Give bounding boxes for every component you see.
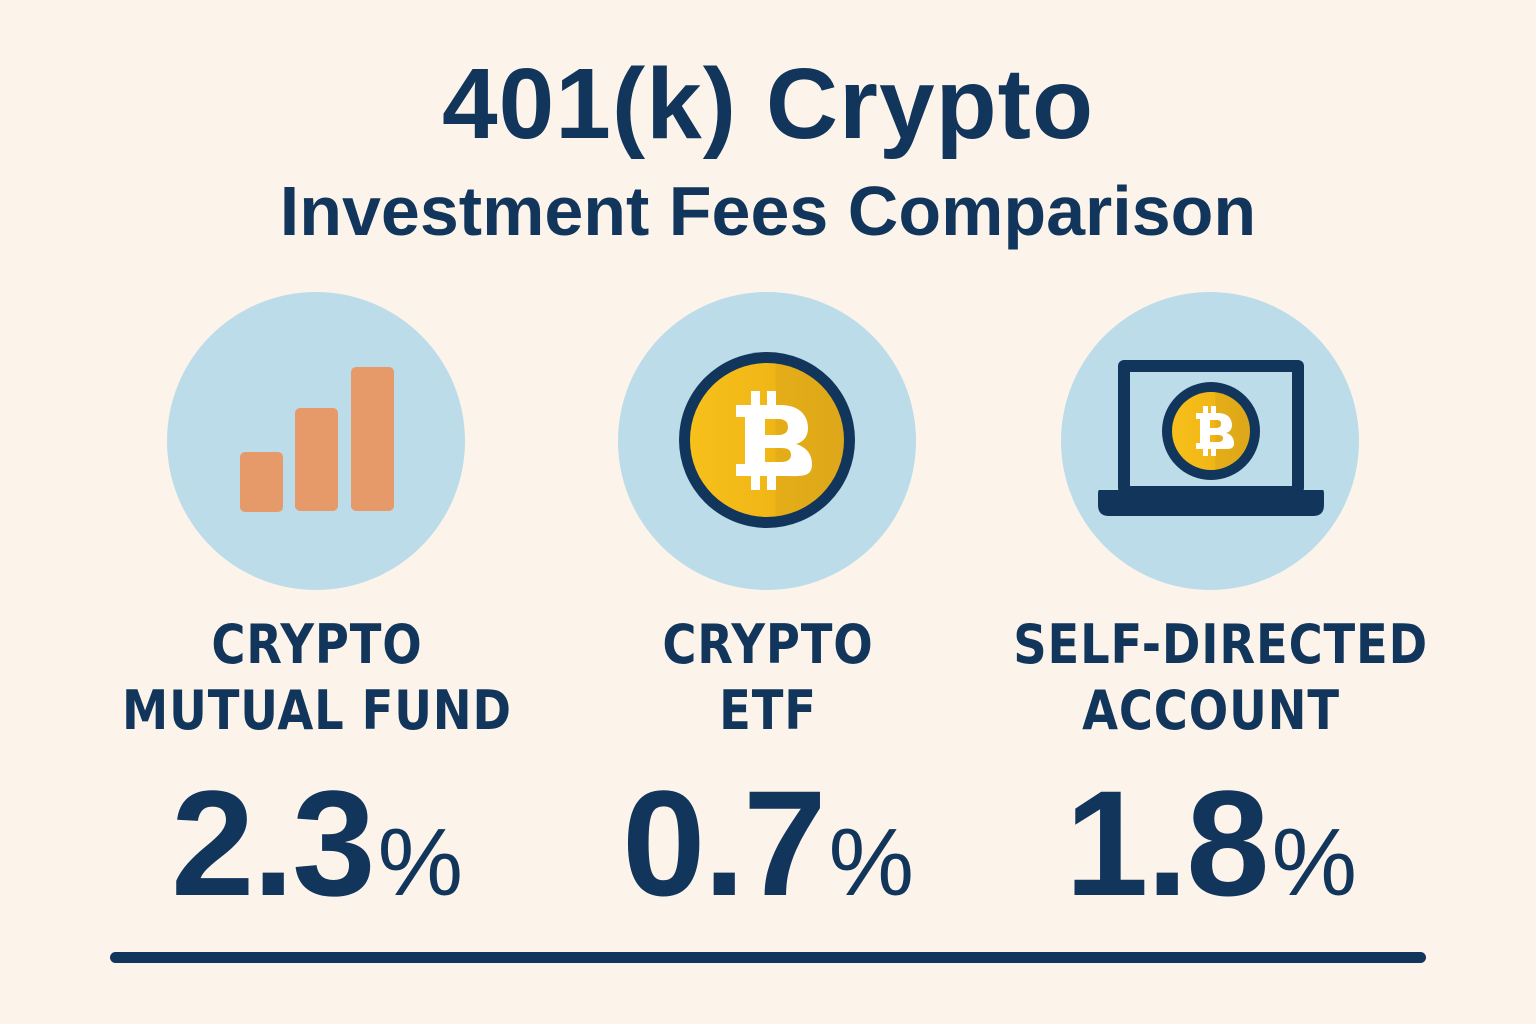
fee-card-mutual-fund: CRYPTO MUTUAL FUND 2.3% [87, 290, 547, 930]
fee-number: 2.3 [171, 759, 376, 927]
icon-circle [167, 292, 465, 590]
page-subtitle: Investment Fees Comparison [279, 172, 1257, 250]
icon-circle [618, 292, 916, 590]
label-line-1: CRYPTO [211, 613, 423, 676]
fee-value: 2.3% [87, 768, 547, 918]
fee-value: 1.8% [981, 768, 1441, 918]
bitcoin-coin-icon [679, 352, 855, 528]
fee-card-etf: CRYPTO ETF 0.7% [538, 290, 998, 930]
page-title: 401(k) Crypto [441, 48, 1095, 160]
label-line-2: ACCOUNT [1082, 679, 1340, 742]
fee-unit: % [828, 809, 914, 916]
bottom-divider [110, 952, 1426, 963]
fee-card-self-directed: SELF-DIRECTED ACCOUNT 1.8% [981, 290, 1441, 930]
fee-card-label: SELF-DIRECTED ACCOUNT [1013, 612, 1429, 744]
fee-value: 0.7% [538, 768, 998, 918]
fee-card-label: CRYPTO ETF [570, 612, 966, 744]
icon-circle [1061, 292, 1359, 590]
fee-number: 0.7 [622, 759, 827, 927]
fee-unit: % [377, 809, 463, 916]
label-line-2: ETF [719, 679, 817, 742]
fee-card-label: CRYPTO MUTUAL FUND [119, 612, 515, 744]
bar-chart-icon [240, 367, 394, 512]
label-line-1: SELF-DIRECTED [1013, 613, 1429, 676]
fee-number: 1.8 [1065, 759, 1270, 927]
label-line-1: CRYPTO [662, 613, 874, 676]
laptop-bitcoin-icon [1098, 360, 1324, 516]
fee-unit: % [1271, 809, 1357, 916]
label-line-2: MUTUAL FUND [122, 679, 512, 742]
